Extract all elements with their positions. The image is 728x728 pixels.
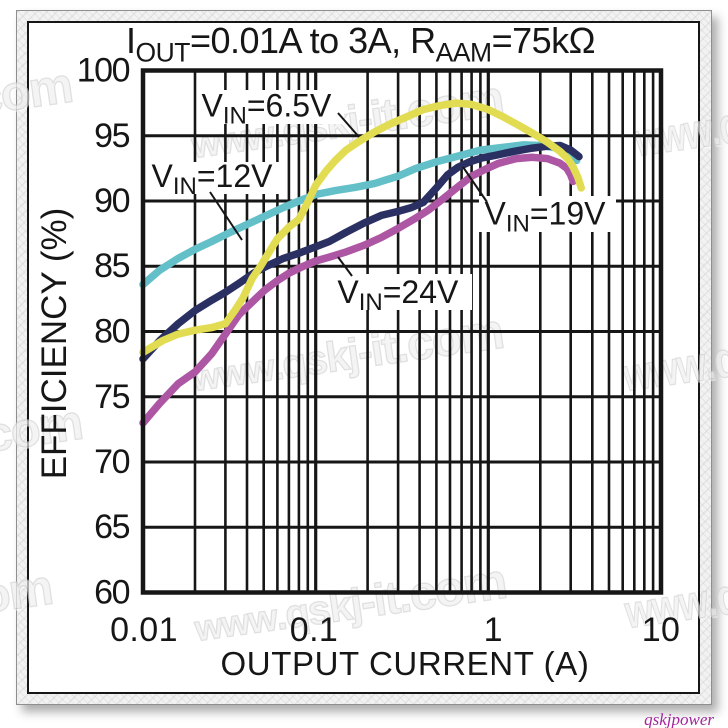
svg-text:0.1: 0.1 (290, 611, 338, 649)
svg-text:70: 70 (94, 443, 129, 481)
svg-text:80: 80 (94, 313, 129, 351)
svg-text:VIN=6.5V: VIN=6.5V (202, 88, 333, 130)
svg-text:95: 95 (94, 117, 129, 155)
svg-text:100: 100 (77, 52, 130, 90)
svg-text:IOUT=0.01A to 3A, RAAM=75kΩ: IOUT=0.01A to 3A, RAAM=75kΩ (126, 20, 595, 68)
svg-text:10: 10 (642, 611, 681, 649)
svg-text:0.01: 0.01 (110, 611, 178, 649)
svg-text:EFFICIENCY (%): EFFICIENCY (%) (35, 208, 74, 480)
svg-text:VIN=19V: VIN=19V (485, 196, 607, 238)
svg-text:85: 85 (94, 247, 129, 285)
svg-text:OUTPUT CURRENT (A): OUTPUT CURRENT (A) (221, 645, 590, 682)
svg-text:65: 65 (94, 508, 129, 546)
svg-text:90: 90 (94, 182, 129, 220)
svg-text:VIN=24V: VIN=24V (337, 274, 459, 316)
svg-text:60: 60 (94, 574, 129, 612)
svg-text:75: 75 (94, 378, 129, 416)
svg-text:1: 1 (484, 611, 503, 649)
svg-text:VIN=12V: VIN=12V (152, 158, 274, 200)
